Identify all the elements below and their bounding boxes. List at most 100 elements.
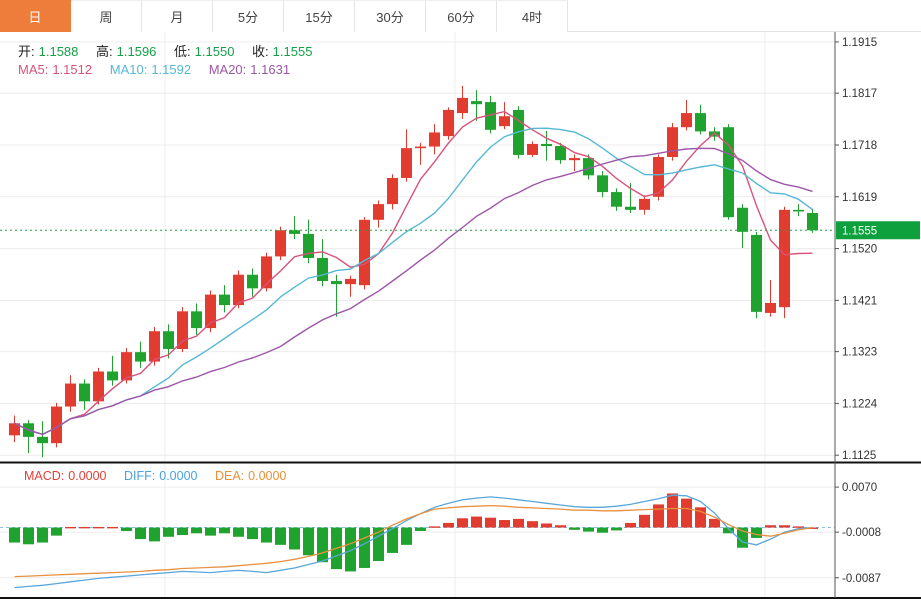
macd-hist-bar <box>247 527 258 540</box>
candle-body <box>79 383 90 402</box>
candle-body <box>681 113 692 128</box>
macd-hist-bar <box>65 526 76 529</box>
ma10-value: 1.1592 <box>151 62 192 77</box>
candle-body <box>723 127 734 218</box>
ohlc-legend: 开: 1.1588 高: 1.1596 低: 1.1550 收: 1.1555 <box>18 41 316 60</box>
macd-hist-bar <box>527 521 538 528</box>
tab-timeframe-7[interactable]: 4时 <box>497 0 568 32</box>
candle-body <box>625 206 636 210</box>
price-tick-label: 1.1718 <box>842 140 877 152</box>
current-price-tag-label: 1.1555 <box>842 225 877 237</box>
candle-body <box>611 192 622 207</box>
candle-body <box>429 132 440 147</box>
candle-body <box>639 198 650 210</box>
price-tick-label: 1.1125 <box>842 450 876 462</box>
high-value: 1.1596 <box>116 44 157 59</box>
candle-body <box>261 256 272 289</box>
candle-body <box>457 97 468 114</box>
tab-timeframe-0[interactable]: 日 <box>0 0 71 32</box>
macd-hist-bar <box>667 493 678 528</box>
macd-legend: MACD: 0.0000 DIFF: 0.0000 DEA: 0.0000 <box>24 469 290 483</box>
dea-line <box>14 504 813 578</box>
candle-body <box>653 157 664 197</box>
candle-body <box>345 278 356 285</box>
price-tick-label: 1.1520 <box>842 244 877 256</box>
macd-hist-bar <box>737 527 748 548</box>
close-value: 1.1555 <box>272 44 313 59</box>
candle-body <box>765 302 776 313</box>
open-value: 1.1588 <box>38 44 79 59</box>
macd-hist-bar <box>149 527 160 542</box>
macd-hist-bar <box>555 525 566 528</box>
macd-tick-label: 0.0070 <box>842 482 877 494</box>
macd-hist-bar <box>513 518 524 528</box>
macd-hist-bar <box>485 517 496 528</box>
candle-body <box>93 371 104 402</box>
macd-hist-bar <box>639 514 650 528</box>
candle-body <box>737 207 748 232</box>
panel-separator <box>0 461 921 464</box>
candle-body <box>541 143 552 147</box>
candle-body <box>37 436 48 444</box>
diff-value: 0.0000 <box>159 469 198 483</box>
candle-body <box>163 331 174 350</box>
candle-body <box>51 406 62 444</box>
candle-body <box>415 146 426 149</box>
open-label: 开: <box>18 44 35 59</box>
macd-value: 0.0000 <box>68 469 107 483</box>
macd-hist-bar <box>681 498 692 528</box>
macd-hist-bar <box>793 526 804 528</box>
candle-body <box>219 294 230 306</box>
price-tick-label: 1.1817 <box>842 88 877 100</box>
low-label: 低: <box>174 44 191 59</box>
ma5-line <box>14 110 813 436</box>
macd-hist-bar <box>751 527 762 538</box>
macd-hist-bar <box>415 527 426 531</box>
macd-hist-bar <box>471 516 482 528</box>
tab-timeframe-2[interactable]: 月 <box>142 0 213 32</box>
price-tick-label: 1.1421 <box>842 295 877 307</box>
ma5-label: MA5: <box>18 62 49 77</box>
candle-body <box>387 177 398 205</box>
candle-body <box>373 204 384 220</box>
ma10-label: MA10: <box>109 62 148 77</box>
candle-body <box>107 371 118 381</box>
candle-body <box>331 281 342 285</box>
macd-hist-bar <box>723 527 734 534</box>
candle-body <box>149 331 160 362</box>
macd-hist-bar <box>275 527 286 545</box>
candle-body <box>471 101 482 105</box>
macd-hist-bar <box>373 527 384 562</box>
dea-value: 0.0000 <box>248 469 287 483</box>
candle-body <box>583 158 594 176</box>
tab-timeframe-6[interactable]: 60分 <box>426 0 497 32</box>
macd-hist-bar <box>177 527 188 536</box>
candle-body <box>751 234 762 312</box>
price-tick-label: 1.1619 <box>842 192 877 204</box>
macd-hist-bar <box>9 527 20 543</box>
macd-hist-bar <box>499 520 510 528</box>
macd-hist-bar <box>79 526 90 529</box>
tab-timeframe-4[interactable]: 15分 <box>284 0 355 32</box>
tab-timeframe-5[interactable]: 30分 <box>355 0 426 32</box>
dea-label: DEA: <box>214 469 245 483</box>
current-price-tag <box>836 221 920 240</box>
candle-body <box>779 209 790 308</box>
macd-hist-bar <box>135 527 146 540</box>
macd-hist-bar <box>709 518 720 528</box>
macd-hist-bar <box>359 527 370 568</box>
candle-body <box>191 311 202 329</box>
ma-legend: MA5: 1.1512 MA10: 1.1592 MA20: 1.1631 <box>18 62 294 77</box>
macd-hist-bar <box>611 527 622 531</box>
candle-body <box>555 146 566 161</box>
timeframe-tabbar: 日周月 5分 15分 30分 60分 4时 <box>0 0 921 32</box>
tab-timeframe-3[interactable]: 5分 <box>213 0 284 32</box>
candle-body <box>317 257 328 282</box>
macd-hist-bar <box>233 527 244 537</box>
macd-hist-bar <box>765 525 776 528</box>
tab-timeframe-1[interactable]: 周 <box>71 0 142 32</box>
close-label: 收: <box>252 44 269 59</box>
candle-body <box>597 175 608 193</box>
